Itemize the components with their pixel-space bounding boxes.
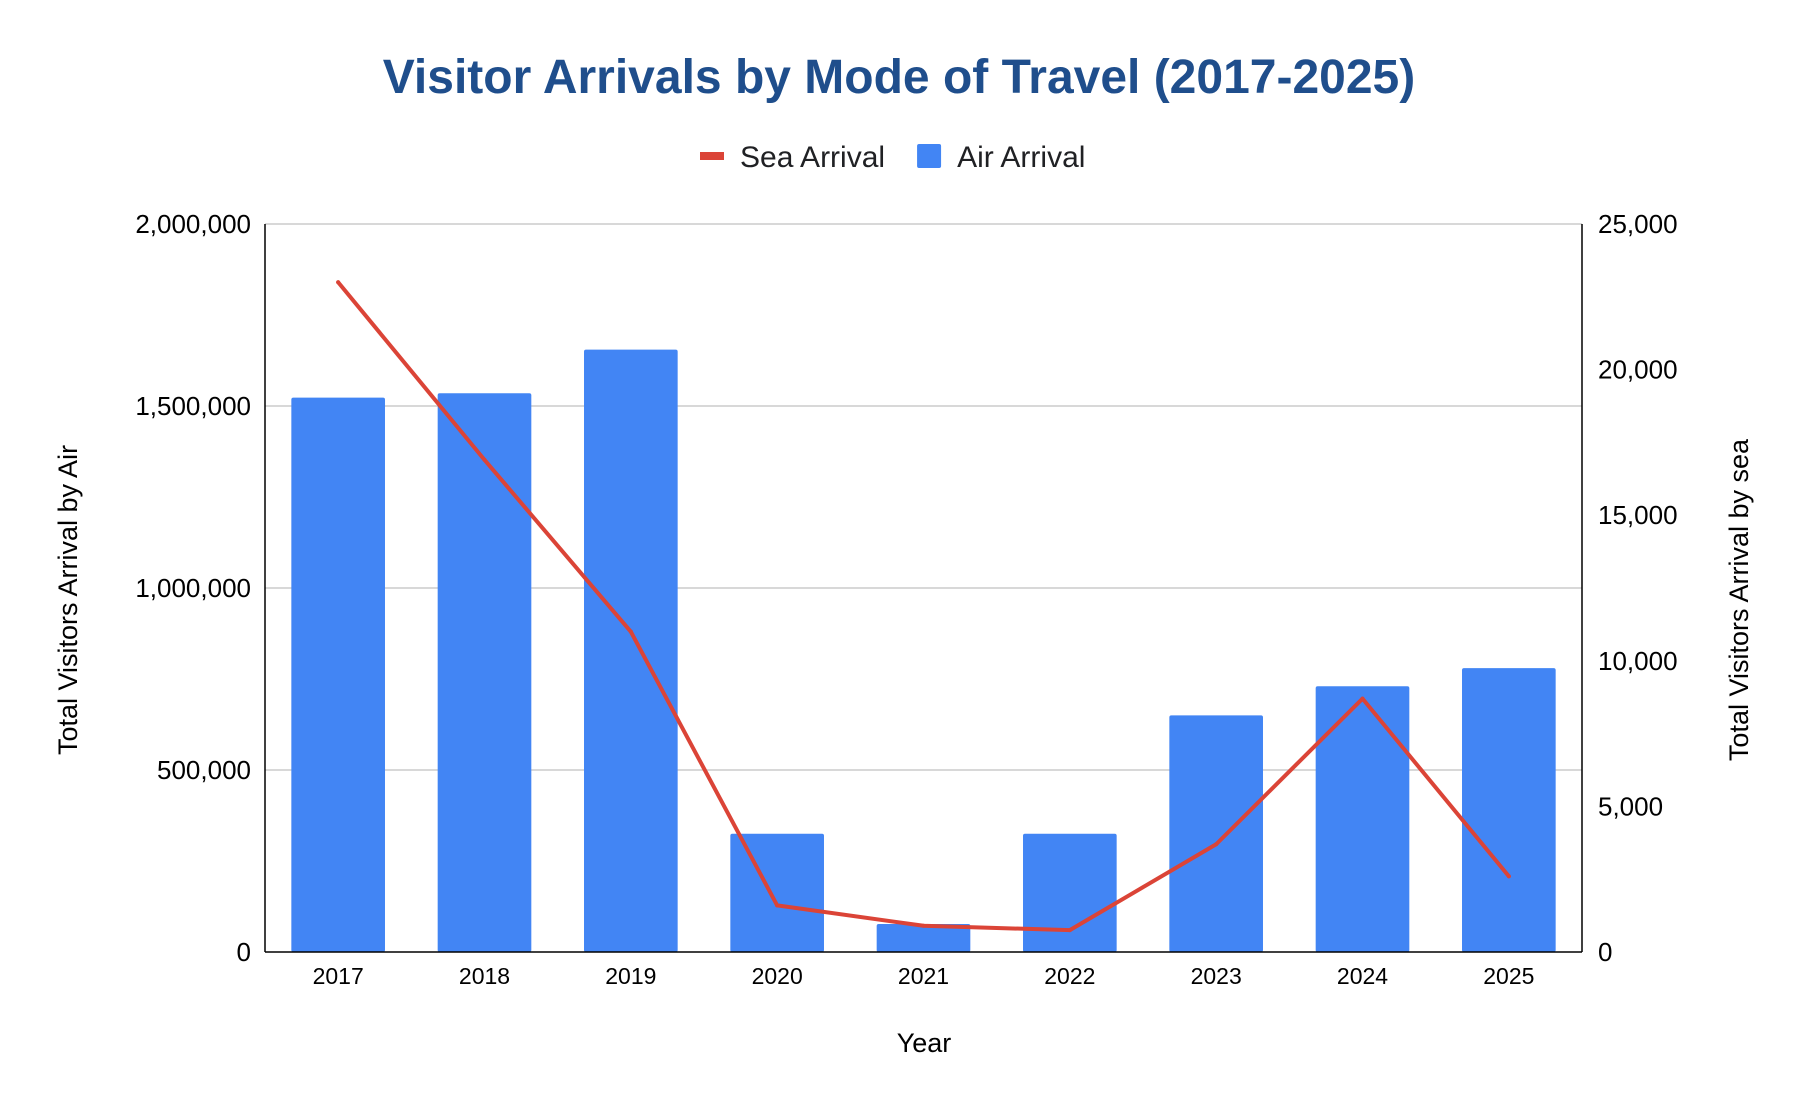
- right-axis-ticks: 0 5,000 10,000 15,000 20,000 25,000: [1598, 209, 1678, 967]
- left-axis-ticks: 0 500,000 1,000,000 1,500,000 2,000,000: [135, 209, 251, 967]
- right-axis-title: Total Visitors Arrival by sea: [1724, 438, 1754, 761]
- x-tick-label: 2021: [898, 963, 949, 989]
- bar-air-arrival-2019: [584, 349, 678, 953]
- line-series-sea-arrival: [336, 280, 1511, 933]
- right-tick-label: 5,000: [1598, 791, 1663, 821]
- point-sea-arrival-2020: [775, 903, 780, 908]
- right-tick-label: 15,000: [1598, 500, 1678, 530]
- right-tick-label: 0: [1598, 937, 1612, 967]
- bar-air-arrival-2017: [291, 397, 385, 952]
- left-axis-title: Total Visitors Arrival by Air: [53, 445, 83, 755]
- left-tick-label: 1,000,000: [135, 573, 251, 603]
- point-sea-arrival-2025: [1506, 874, 1511, 879]
- point-sea-arrival-2018: [482, 457, 487, 462]
- x-axis-ticks: 2017 2018 2019 2020 2021 2022 2023 2024 2025: [313, 963, 1535, 989]
- left-tick-label: 500,000: [157, 755, 251, 785]
- x-tick-label: 2020: [752, 963, 803, 989]
- legend-label-air-arrival: Air Arrival: [957, 141, 1085, 174]
- legend-swatch-sea-arrival: [700, 152, 724, 160]
- legend-label-sea-arrival: Sea Arrival: [740, 141, 885, 174]
- bar-air-arrival-2022: [1023, 833, 1117, 952]
- x-tick-label: 2022: [1044, 963, 1095, 989]
- left-tick-label: 1,500,000: [135, 391, 251, 421]
- x-tick-label: 2023: [1191, 963, 1242, 989]
- x-tick-label: 2019: [605, 963, 656, 989]
- right-tick-label: 10,000: [1598, 646, 1678, 676]
- legend-swatch-air-arrival: [917, 144, 942, 168]
- point-sea-arrival-2023: [1214, 842, 1219, 847]
- bar-air-arrival-2023: [1169, 715, 1263, 952]
- axes: [264, 224, 1583, 953]
- bar-air-arrival-2024: [1315, 686, 1410, 952]
- chart-title: Visitor Arrivals by Mode of Travel (2017…: [383, 51, 1415, 104]
- x-axis-title: Year: [897, 1028, 952, 1058]
- bar-air-arrival-2021: [876, 923, 971, 952]
- x-tick-label: 2025: [1483, 963, 1534, 989]
- point-sea-arrival-2019: [628, 629, 633, 634]
- point-sea-arrival-2021: [921, 923, 926, 928]
- left-tick-label: 2,000,000: [135, 209, 251, 239]
- left-tick-label: 0: [237, 937, 251, 967]
- bar-air-arrival-2020: [730, 833, 824, 952]
- point-sea-arrival-2022: [1067, 928, 1072, 933]
- x-tick-label: 2024: [1337, 963, 1388, 989]
- x-tick-label: 2017: [313, 963, 364, 989]
- right-tick-label: 25,000: [1598, 209, 1678, 239]
- bar-air-arrival-2018: [437, 393, 532, 952]
- x-tick-label: 2018: [459, 963, 510, 989]
- point-sea-arrival-2024: [1360, 696, 1365, 701]
- bar-series-air-arrival: [291, 349, 1556, 953]
- bar-air-arrival-2025: [1462, 668, 1556, 952]
- legend: Sea Arrival Air Arrival: [700, 141, 1085, 174]
- right-tick-label: 20,000: [1598, 355, 1678, 385]
- point-sea-arrival-2017: [336, 280, 341, 285]
